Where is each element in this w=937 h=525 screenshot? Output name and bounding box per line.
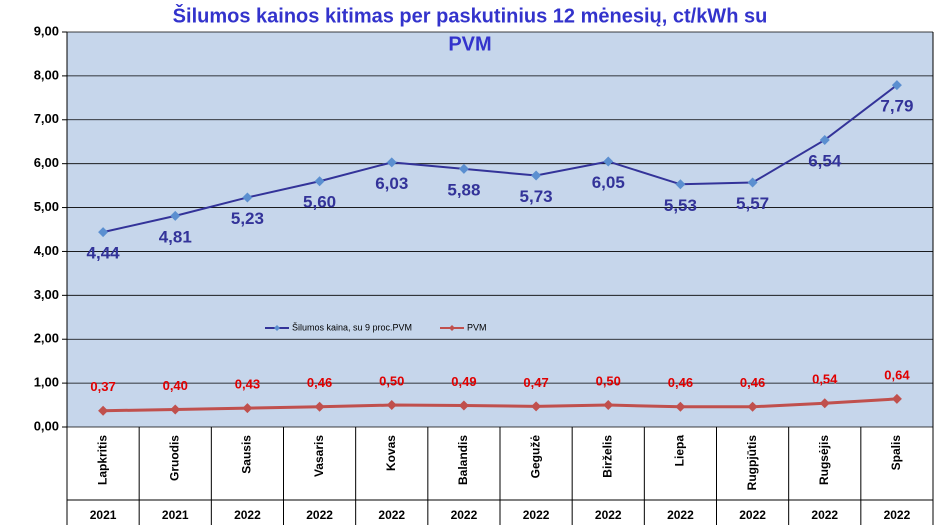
data-label: 0,40	[163, 378, 188, 393]
legend-marker	[274, 325, 280, 331]
series-line	[102, 84, 898, 234]
x-tick-year: 2022	[306, 508, 333, 522]
data-label: 0,43	[235, 377, 260, 392]
plot-area	[67, 32, 933, 427]
x-tick-year: 2022	[884, 508, 911, 522]
x-tick-year: 2022	[234, 508, 261, 522]
x-tick-year: 2022	[595, 508, 622, 522]
marker	[314, 401, 325, 412]
data-label: 5,23	[231, 209, 264, 228]
data-label: 0,47	[523, 375, 548, 390]
data-label: 0,46	[668, 375, 693, 390]
x-tick-label: Liepa	[673, 435, 687, 467]
marker	[819, 134, 830, 145]
data-label: 0,37	[90, 379, 115, 394]
x-tick-year: 2022	[378, 508, 405, 522]
y-tick-label: 4,00	[34, 243, 59, 258]
y-tick-label: 1,00	[34, 375, 59, 390]
y-tick-label: 6,00	[34, 155, 59, 170]
data-label: 5,60	[303, 193, 336, 212]
marker	[98, 405, 109, 416]
data-label: 0,64	[884, 367, 910, 382]
x-tick-label: Kovas	[384, 435, 398, 471]
x-tick-label: Birželis	[600, 435, 614, 478]
data-label: 0,54	[812, 372, 838, 387]
data-label: 6,54	[808, 151, 842, 170]
marker	[819, 398, 830, 409]
marker	[891, 393, 902, 404]
x-tick-label: Gruodis	[167, 435, 181, 481]
marker	[170, 210, 181, 221]
data-label: 4,81	[159, 227, 192, 246]
data-label: 0,50	[379, 373, 404, 388]
data-label: 7,79	[880, 97, 913, 116]
marker	[531, 170, 542, 181]
x-tick-year: 2022	[811, 508, 838, 522]
marker	[747, 177, 758, 188]
marker	[603, 156, 614, 167]
x-tick-label: Spalis	[889, 435, 903, 471]
x-tick-year: 2022	[739, 508, 766, 522]
marker	[386, 400, 397, 411]
x-tick-label: Lapkritis	[95, 435, 109, 485]
y-tick-label: 8,00	[34, 67, 59, 82]
series-line	[103, 397, 898, 413]
marker	[458, 163, 469, 174]
chart-title: PVM	[448, 33, 491, 55]
x-tick-year: 2021	[162, 508, 189, 522]
y-tick-label: 2,00	[34, 331, 59, 346]
x-tick-year: 2021	[90, 508, 117, 522]
y-tick-label: 7,00	[34, 111, 59, 126]
marker	[531, 401, 542, 412]
x-tick-label: Sausis	[240, 435, 254, 474]
data-label: 5,88	[447, 180, 480, 199]
x-tick-label: Rugsėjis	[817, 435, 831, 485]
marker	[170, 404, 181, 415]
x-tick-label: Balandis	[456, 435, 470, 485]
marker	[458, 400, 469, 411]
legend-marker	[449, 325, 455, 331]
marker	[891, 80, 902, 91]
legend-label: PVM	[467, 322, 487, 332]
data-label: 0,49	[451, 374, 476, 389]
chart-title: Šilumos kainos kitimas per paskutinius 1…	[173, 3, 768, 27]
marker	[242, 192, 253, 203]
x-tick-year: 2022	[451, 508, 478, 522]
data-label: 5,57	[736, 194, 769, 213]
marker	[675, 401, 686, 412]
data-label: 6,05	[592, 173, 625, 192]
data-label: 6,03	[375, 174, 408, 193]
marker	[314, 176, 325, 187]
x-tick-year: 2022	[523, 508, 550, 522]
marker	[98, 227, 109, 238]
data-label: 0,46	[740, 375, 765, 390]
x-tick-label: Gegužė	[528, 435, 542, 479]
marker	[386, 157, 397, 168]
y-tick-label: 5,00	[34, 199, 59, 214]
marker	[242, 403, 253, 414]
marker	[603, 400, 614, 411]
x-tick-label: Rugpjūtis	[745, 435, 759, 491]
x-tick-label: Vasaris	[312, 435, 326, 477]
marker	[747, 401, 758, 412]
marker	[675, 179, 686, 190]
x-tick-year: 2022	[667, 508, 694, 522]
data-label: 0,46	[307, 375, 332, 390]
data-label: 5,73	[520, 187, 553, 206]
data-label: 5,53	[664, 196, 697, 215]
y-tick-label: 9,00	[34, 23, 59, 38]
y-tick-label: 0,00	[34, 418, 59, 433]
legend-label: Šilumos kaina, su 9 proc.PVM	[292, 322, 412, 332]
y-tick-label: 3,00	[34, 287, 59, 302]
data-label: 0,50	[596, 373, 621, 388]
data-label: 4,44	[87, 244, 121, 263]
